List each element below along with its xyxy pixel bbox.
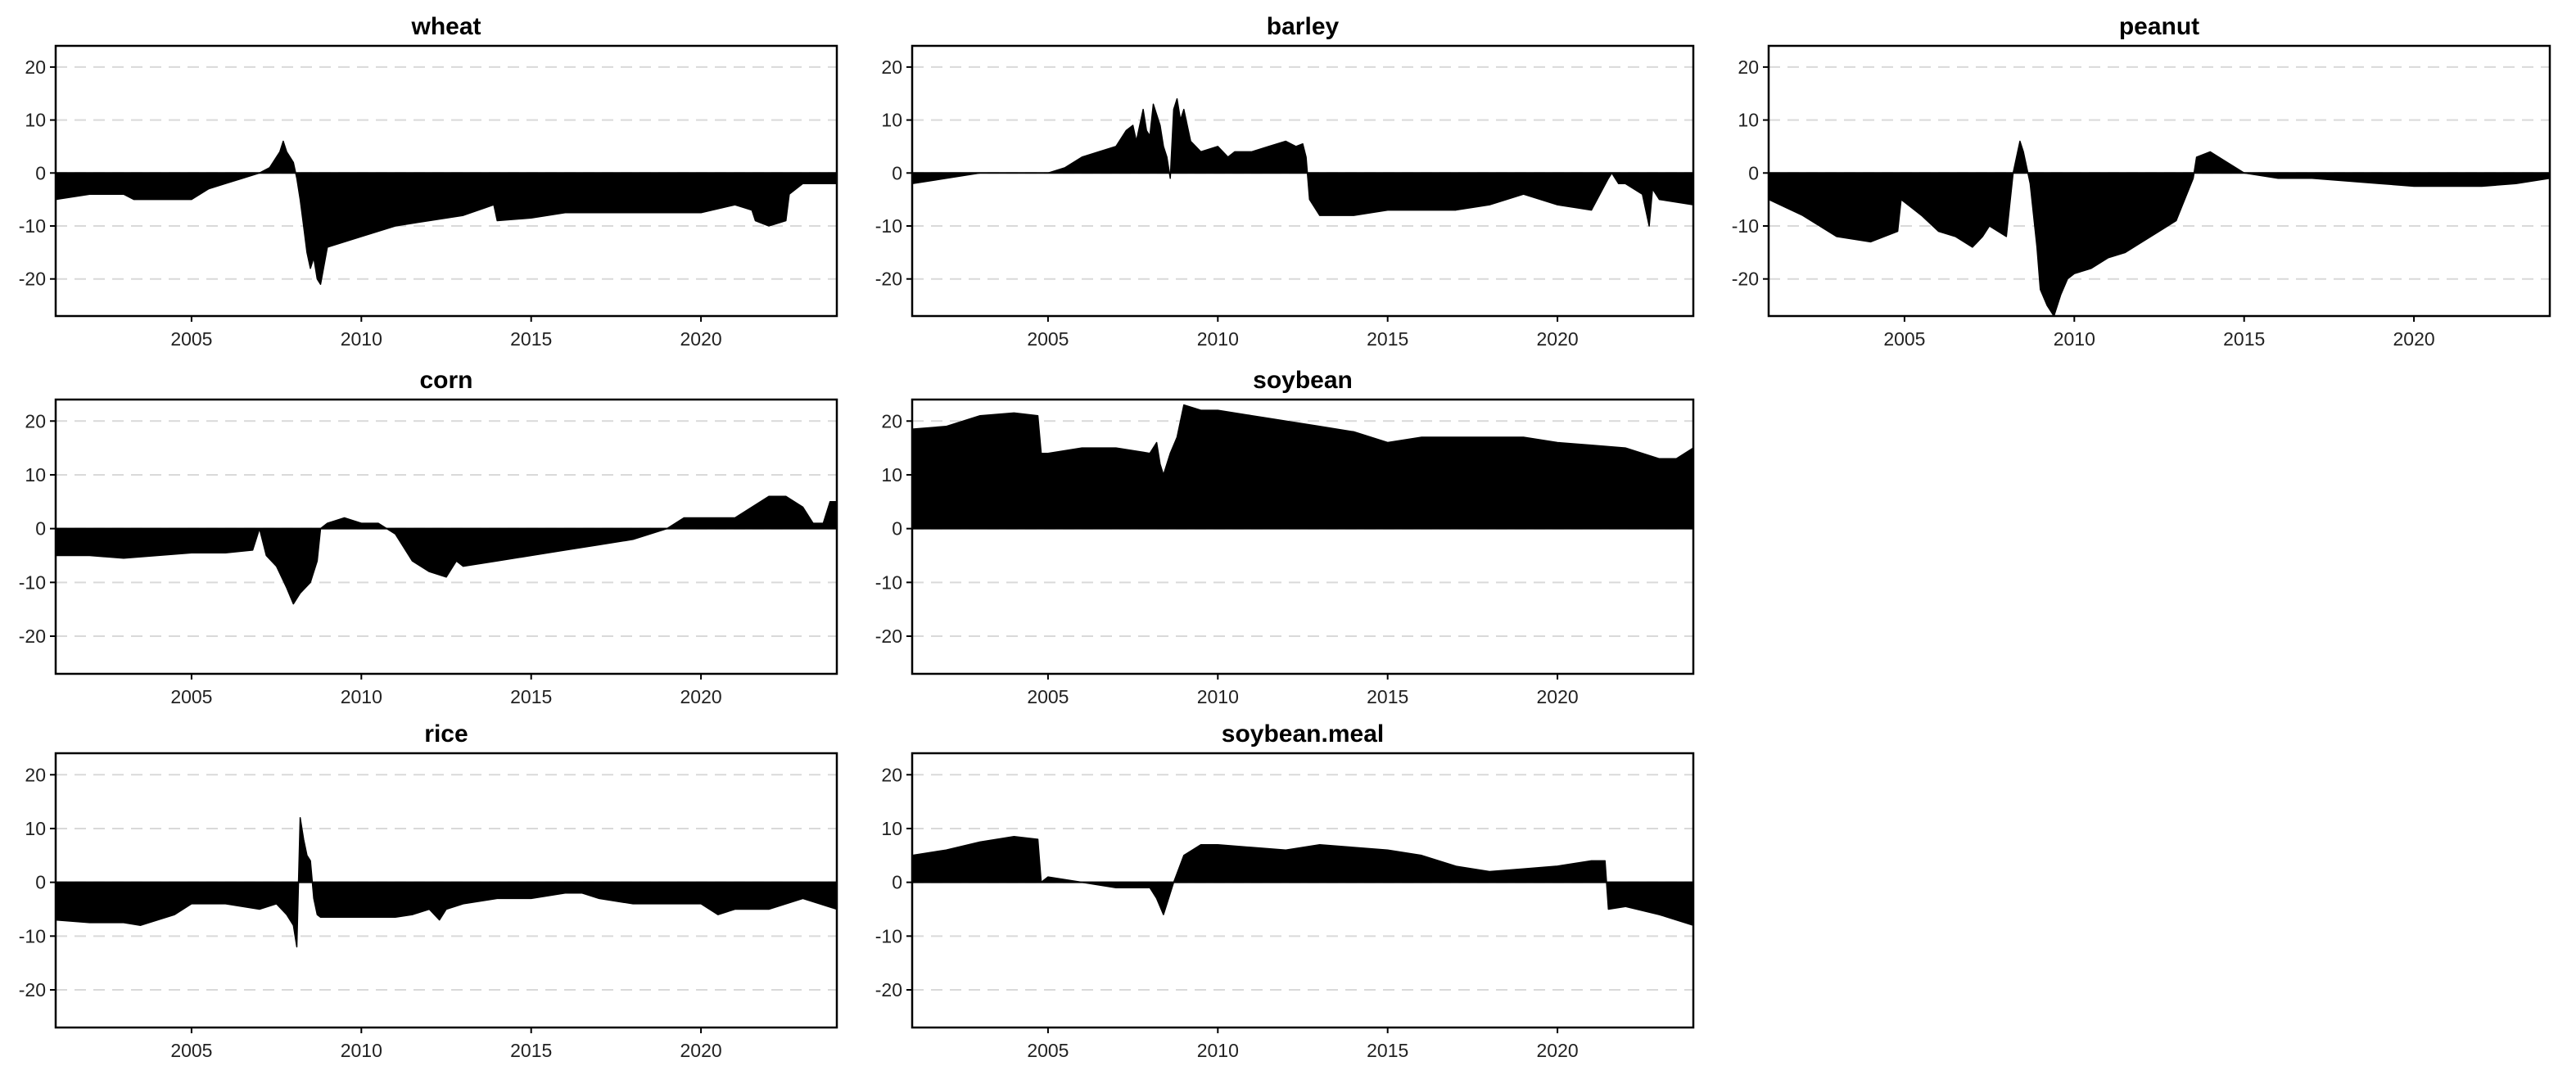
panel-soybean-meal: soybean.meal -20 -10 0 10 20 2005 2010 2015 2020 [875, 720, 1695, 1061]
x-tick-label: 2010 [1197, 686, 1239, 707]
y-tick-label: -10 [19, 215, 46, 237]
panel-title: soybean.meal [1222, 720, 1384, 748]
panel-rice: rice -20 -10 0 10 20 2005 2010 2015 2020 [19, 720, 838, 1061]
x-tick-label: 2005 [170, 686, 212, 707]
x-tick-label: 2020 [1537, 686, 1579, 707]
x-tick-label: 2015 [1367, 686, 1408, 707]
y-tick-label: -10 [1732, 215, 1759, 237]
x-tick-label: 2020 [680, 1040, 722, 1061]
x-tick-label: 2005 [1027, 1040, 1069, 1061]
y-tick-label: 20 [881, 410, 902, 431]
y-tick-label: -10 [875, 571, 902, 593]
panel-wheat: wheat -20 -10 0 10 20 2005 2010 2015 2020 [19, 13, 838, 350]
panel-corn: corn -20 -10 0 10 20 2005 2010 2015 2020 [19, 367, 838, 707]
panel-soybean: soybean -20 -10 0 10 20 2005 2010 2015 2020 [875, 367, 1695, 707]
panel-frame [911, 44, 1695, 318]
panel-title: wheat [410, 13, 481, 40]
y-tick-label: 10 [881, 818, 902, 839]
y-tick-label: -20 [1732, 269, 1759, 290]
x-tick-label: 2005 [1027, 686, 1069, 707]
y-tick-label: 20 [25, 410, 46, 431]
y-tick-label: -20 [19, 979, 46, 1000]
y-tick-label: 10 [881, 110, 902, 131]
y-tick-label: -10 [875, 925, 902, 946]
x-tick-label: 2010 [2054, 328, 2095, 350]
y-tick-label: 0 [1748, 162, 1759, 183]
x-tick-label: 2010 [341, 328, 382, 350]
x-tick-label: 2005 [170, 1040, 212, 1061]
panel-title: rice [424, 720, 468, 748]
x-tick-label: 2010 [341, 686, 382, 707]
x-tick-label: 2005 [1027, 328, 1069, 350]
y-tick-label: 0 [892, 872, 902, 893]
y-tick-label: 0 [35, 162, 46, 183]
y-tick-label: 20 [881, 56, 902, 78]
panel-title: peanut [2119, 13, 2199, 40]
area-series [911, 404, 1694, 530]
y-tick-label: -20 [875, 626, 902, 647]
area-series [55, 140, 838, 285]
y-tick-label: 10 [25, 464, 46, 486]
x-tick-label: 2020 [680, 686, 722, 707]
panel-frame [54, 752, 838, 1029]
y-tick-label: 10 [1738, 110, 1759, 131]
y-tick-label: 10 [25, 110, 46, 131]
x-tick-label: 2020 [1537, 1040, 1579, 1061]
x-tick-label: 2020 [1537, 328, 1579, 350]
y-tick-label: -10 [19, 571, 46, 593]
y-tick-label: 0 [892, 518, 902, 540]
x-tick-label: 2005 [1883, 328, 1925, 350]
area-series [55, 495, 838, 605]
x-tick-label: 2015 [1367, 328, 1408, 350]
y-tick-label: 10 [25, 818, 46, 839]
x-tick-label: 2015 [510, 328, 552, 350]
x-tick-label: 2015 [510, 686, 552, 707]
x-tick-label: 2020 [2393, 328, 2435, 350]
panel-frame [911, 752, 1695, 1029]
panel-frame [54, 398, 838, 675]
area-series [911, 97, 1694, 227]
y-tick-label: 0 [892, 162, 902, 183]
x-tick-label: 2015 [510, 1040, 552, 1061]
y-tick-label: 20 [25, 56, 46, 78]
panel-title: soybean [1253, 367, 1353, 394]
y-tick-label: -10 [875, 215, 902, 237]
panel-frame [1767, 44, 2551, 318]
y-tick-label: -20 [875, 979, 902, 1000]
y-tick-label: 10 [881, 464, 902, 486]
y-tick-label: 20 [1738, 56, 1759, 78]
y-tick-label: -20 [875, 269, 902, 290]
y-tick-label: -20 [19, 269, 46, 290]
panel-peanut: peanut -20 -10 0 10 20 2005 2010 2015 2020 [1732, 13, 2551, 350]
x-tick-label: 2015 [2223, 328, 2265, 350]
x-tick-label: 2020 [680, 328, 722, 350]
panel-title: barley [1267, 13, 1340, 40]
panel-title: corn [419, 367, 472, 394]
x-tick-label: 2010 [1197, 1040, 1239, 1061]
y-tick-label: -20 [19, 626, 46, 647]
panel-frame [911, 398, 1695, 675]
y-tick-label: -10 [19, 925, 46, 946]
x-tick-label: 2005 [170, 328, 212, 350]
area-series [1768, 140, 2551, 317]
y-tick-label: 20 [25, 764, 46, 785]
y-tick-label: 0 [35, 872, 46, 893]
y-tick-label: 20 [881, 764, 902, 785]
x-tick-label: 2010 [341, 1040, 382, 1061]
x-tick-label: 2015 [1367, 1040, 1408, 1061]
y-tick-label: 0 [35, 518, 46, 540]
panel-frame [54, 44, 838, 318]
panel-barley: barley -20 -10 0 10 20 2005 2010 2015 2020 [875, 13, 1695, 350]
x-tick-label: 2010 [1197, 328, 1239, 350]
